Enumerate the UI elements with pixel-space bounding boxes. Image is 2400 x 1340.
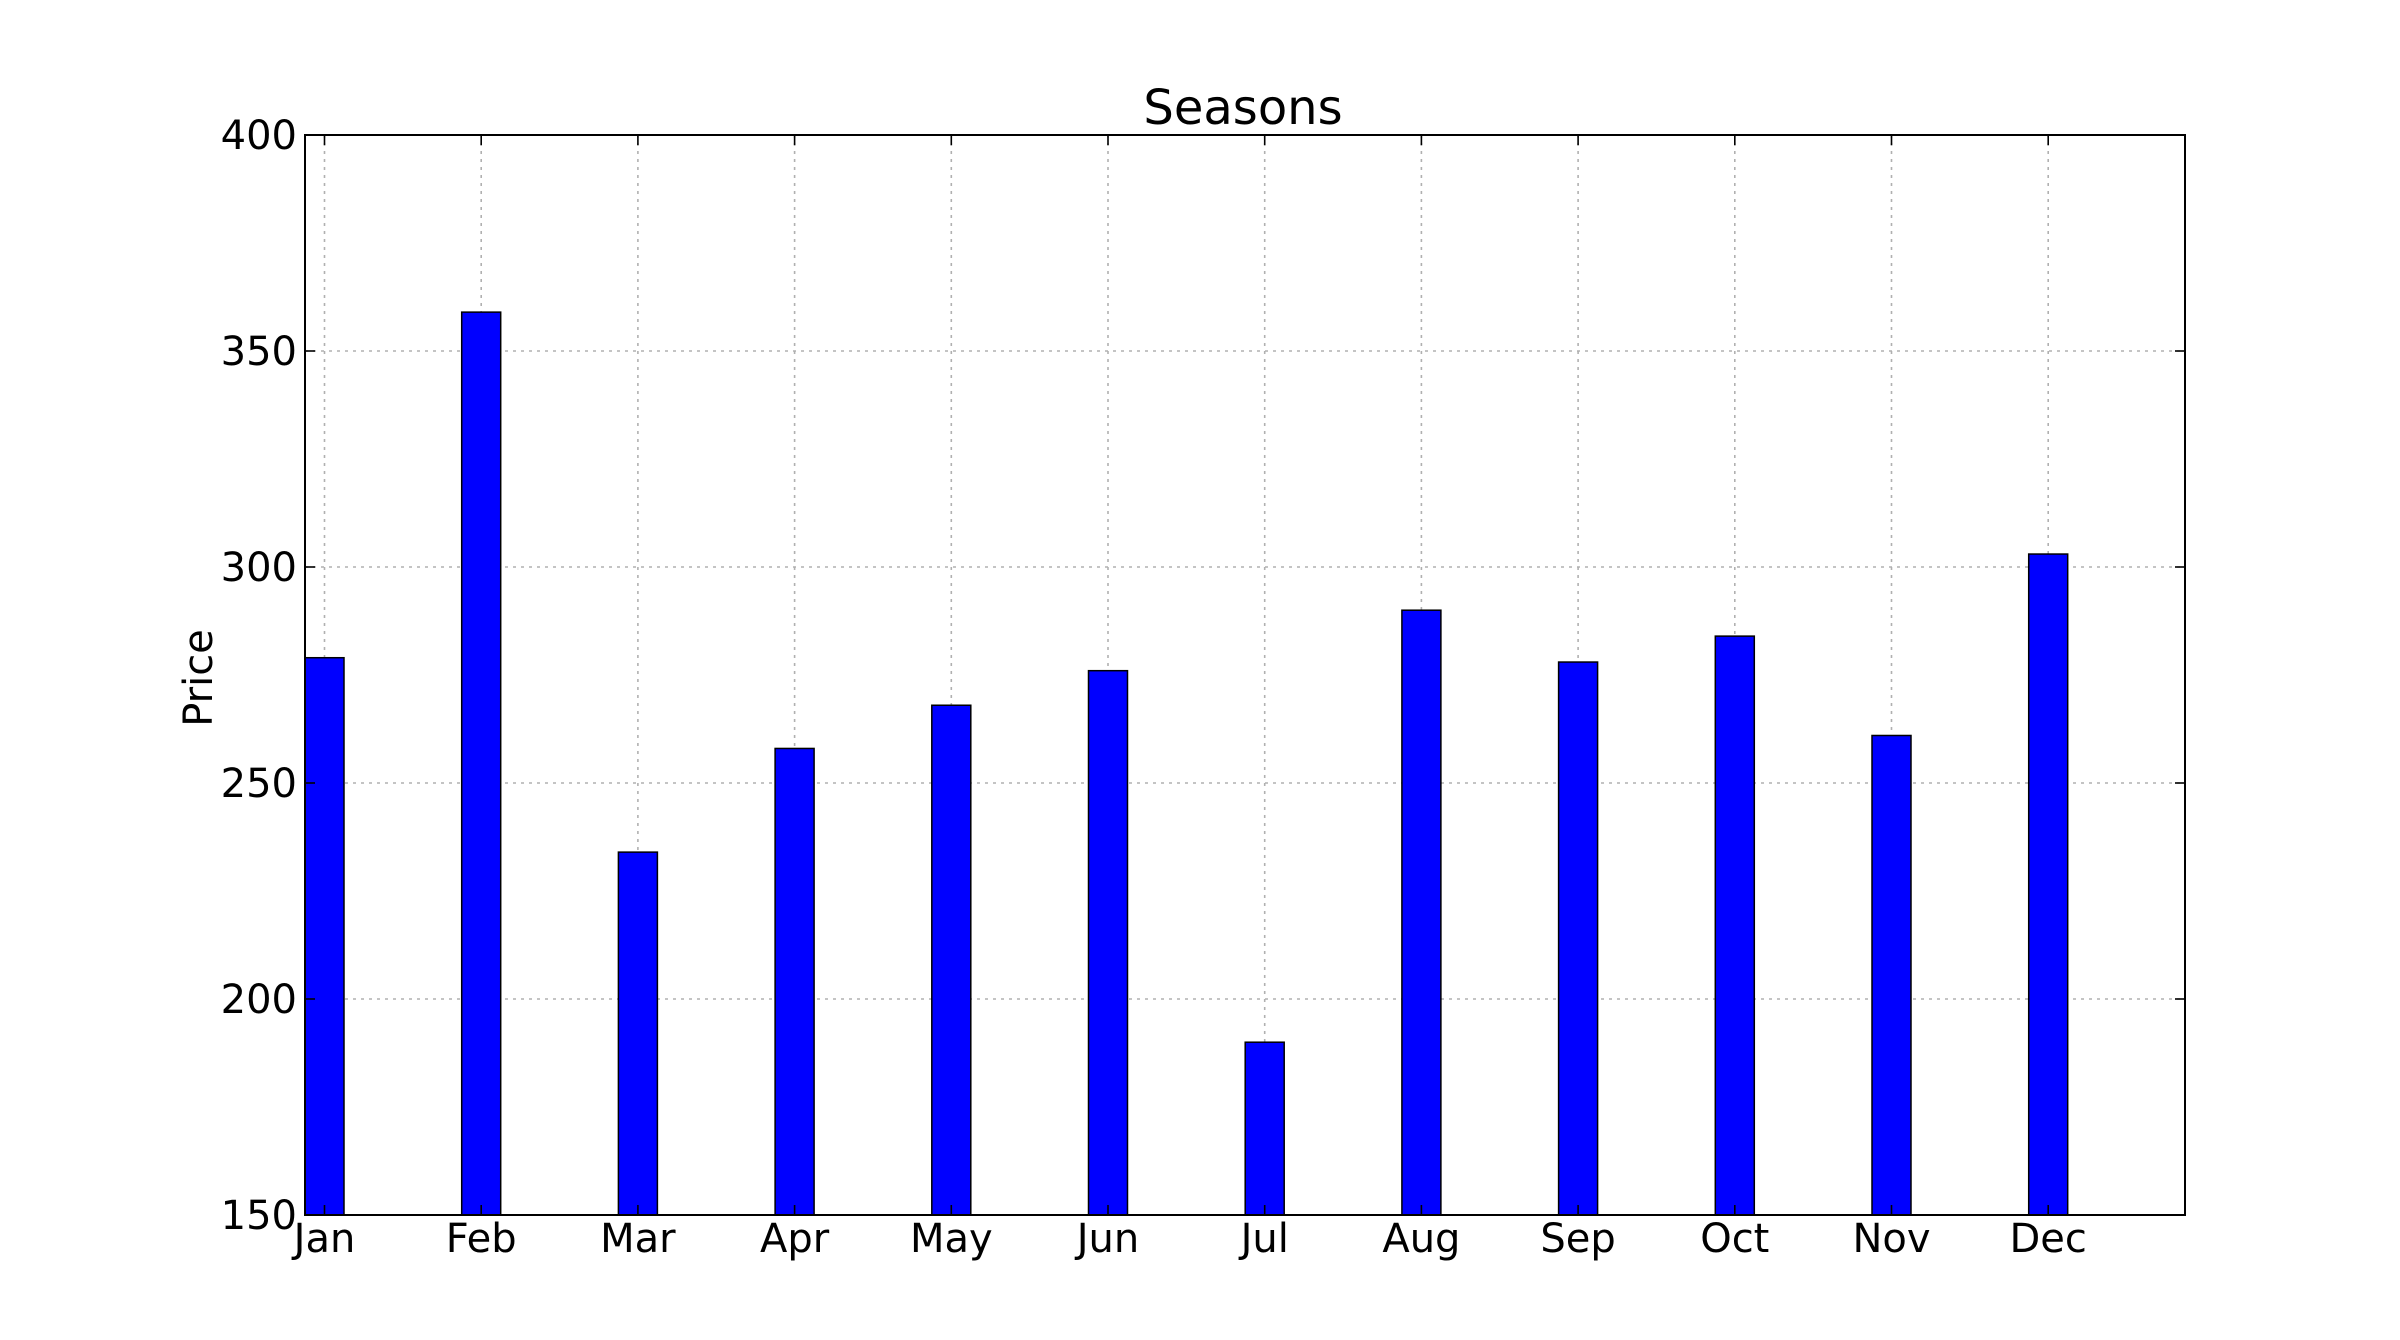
x-tick-label: Jan xyxy=(291,1216,356,1262)
x-tick-label: Aug xyxy=(1382,1216,1460,1262)
x-tick-label: Sep xyxy=(1540,1216,1615,1262)
chart-title: Seasons xyxy=(1143,80,1342,136)
bar-dec xyxy=(2027,553,2069,1216)
y-tick-labels: 150 200 250 300 350 400 xyxy=(221,113,297,1239)
y-tick-label: 300 xyxy=(221,545,297,591)
bar-apr xyxy=(774,747,815,1216)
bar-may xyxy=(931,704,972,1216)
y-tick-label: 250 xyxy=(221,761,297,807)
x-tick-labels: Jan Feb Mar Apr May Jun Jul Aug Sep Oct Nov Dec xyxy=(291,1216,2087,1262)
bar-jun xyxy=(1087,669,1129,1216)
bar-sep xyxy=(1557,661,1599,1216)
y-axis-label: Price xyxy=(176,629,222,727)
bar-jan xyxy=(304,656,345,1216)
plot-frame xyxy=(304,134,2186,1216)
bar-nov xyxy=(1871,734,1912,1216)
y-tick-label: 400 xyxy=(221,113,297,159)
x-tick-label: Nov xyxy=(1852,1216,1930,1262)
bar-oct xyxy=(1714,635,1756,1216)
bar-aug xyxy=(1401,609,1442,1216)
x-tick-label: Jun xyxy=(1074,1216,1140,1262)
axis-ticks xyxy=(305,134,2185,1216)
x-tick-label: May xyxy=(910,1216,993,1262)
bar-feb xyxy=(460,311,502,1216)
y-tick-label: 150 xyxy=(221,1193,297,1239)
bar-mar xyxy=(617,851,659,1216)
x-tick-label: Oct xyxy=(1700,1216,1769,1262)
x-tick-label: Feb xyxy=(446,1216,517,1262)
y-tick-label: 200 xyxy=(221,977,297,1023)
x-tick-label: Apr xyxy=(760,1216,830,1262)
x-tick-label: Dec xyxy=(2009,1216,2086,1262)
y-tick-label: 350 xyxy=(221,329,297,375)
x-tick-label: Jul xyxy=(1238,1216,1289,1262)
bar-jul xyxy=(1244,1041,1285,1216)
x-tick-label: Mar xyxy=(600,1216,676,1262)
bars xyxy=(304,311,2069,1216)
